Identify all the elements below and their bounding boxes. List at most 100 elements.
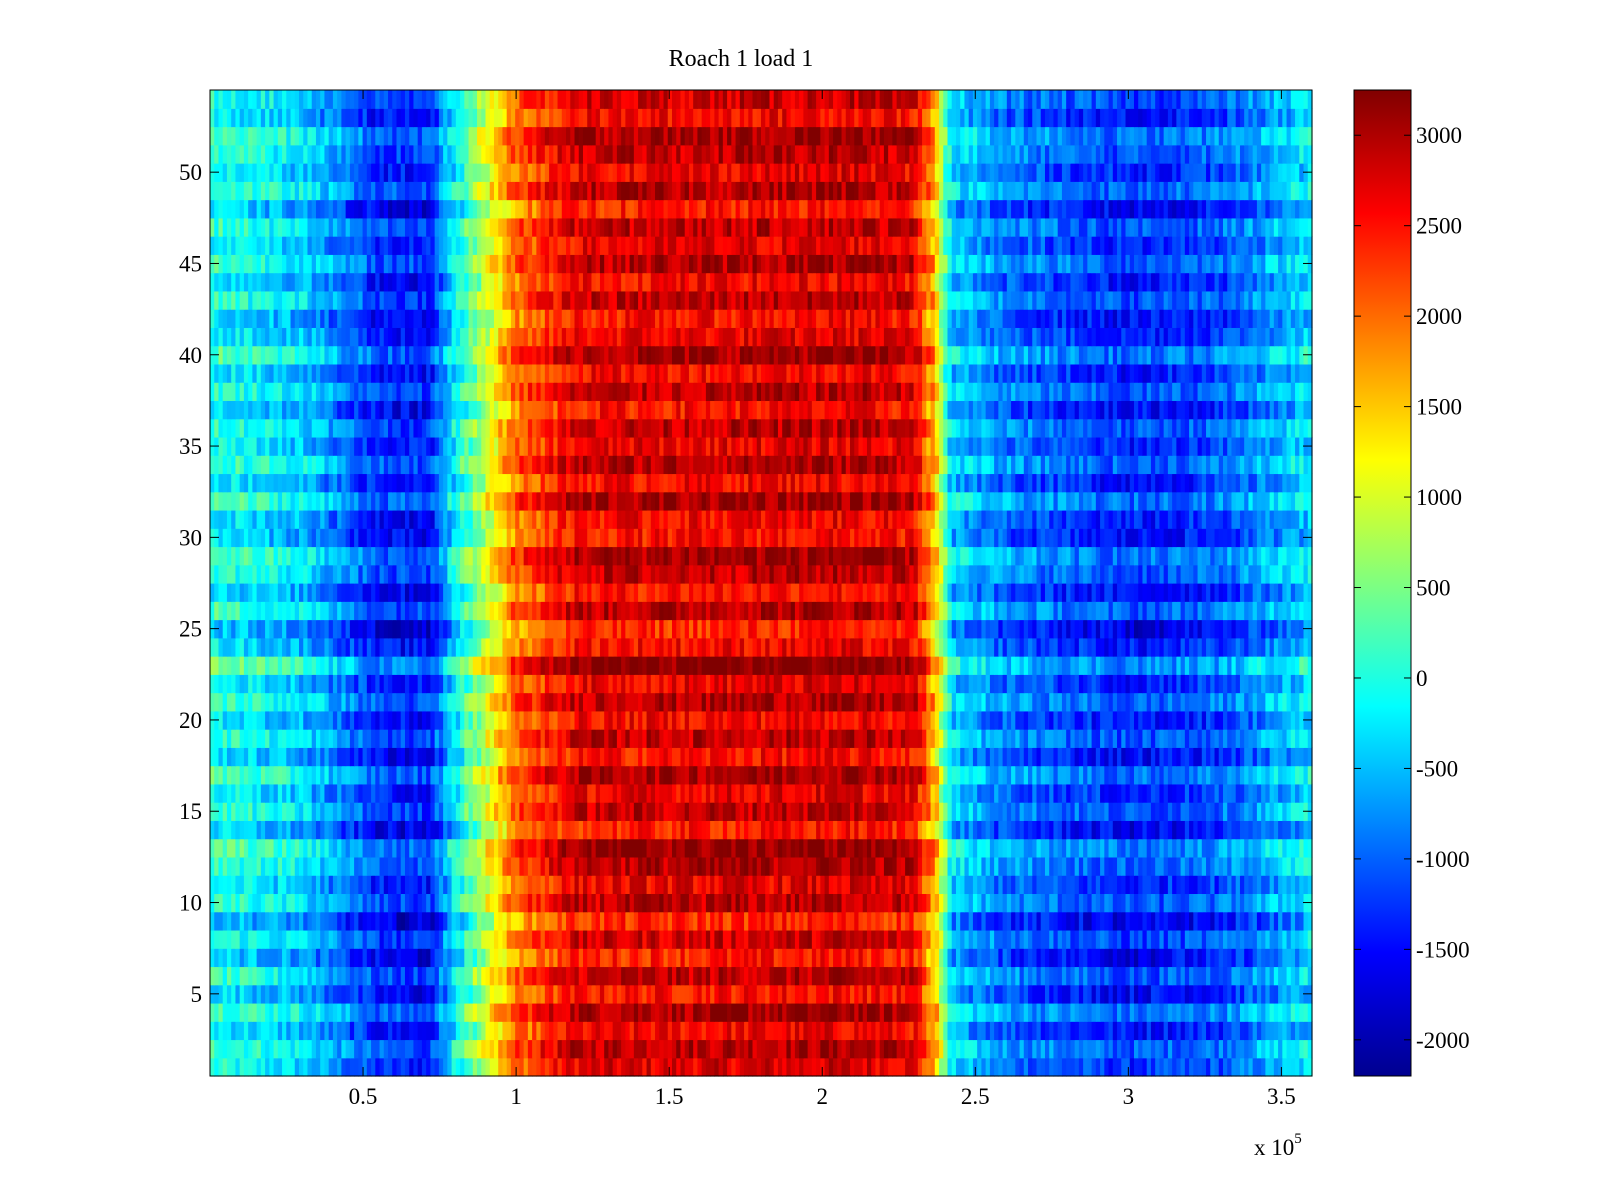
heatmap-cell: [502, 747, 508, 767]
heatmap-cell: [943, 875, 949, 895]
heatmap-cell: [1083, 820, 1088, 840]
heatmap-cell: [676, 911, 682, 931]
heatmap-cell: [311, 911, 317, 931]
heatmap-cell: [833, 729, 838, 748]
heatmap-cell: [1108, 729, 1114, 748]
heatmap-cell: [345, 838, 351, 858]
heatmap-cell: [1133, 729, 1139, 748]
heatmap-cell: [1214, 856, 1220, 876]
heatmap-cell: [1057, 802, 1063, 821]
heatmap-cell: [638, 875, 643, 895]
heatmap-cell: [1057, 765, 1063, 785]
heatmap-cell: [1044, 893, 1050, 913]
heatmap-cell: [811, 765, 817, 785]
heatmap-cell: [366, 875, 372, 895]
heatmap-cell: [1210, 1057, 1216, 1077]
heatmap-cell: [265, 966, 270, 986]
heatmap-cell: [1180, 1057, 1186, 1077]
heatmap-cell: [214, 875, 220, 895]
heatmap-cell: [1252, 729, 1258, 748]
heatmap-cell: [985, 838, 991, 858]
heatmap-cell: [566, 747, 571, 767]
heatmap-cell: [311, 966, 317, 986]
heatmap-cell: [1290, 929, 1296, 949]
heatmap-cell: [570, 966, 576, 986]
heatmap-cell: [400, 856, 406, 876]
heatmap-cell: [1155, 1057, 1161, 1077]
heatmap-cell: [947, 984, 953, 1004]
heatmap-cell: [1172, 838, 1177, 858]
heatmap-cell: [1235, 838, 1241, 858]
heatmap-cell: [447, 820, 453, 840]
heatmap-cell: [1011, 729, 1016, 748]
heatmap-cell: [892, 875, 898, 895]
heatmap-cell: [320, 838, 326, 858]
heatmap-cell: [379, 1057, 385, 1077]
heatmap-cell: [235, 710, 241, 730]
heatmap-cell: [515, 948, 521, 968]
heatmap-cell: [375, 856, 381, 876]
heatmap-cell: [299, 984, 304, 1004]
heatmap-cell: [972, 929, 978, 949]
heatmap-cell: [866, 856, 872, 876]
heatmap-cell: [989, 747, 995, 767]
heatmap-cell: [722, 802, 728, 821]
heatmap-cell: [659, 911, 665, 931]
heatmap-cell: [1142, 729, 1148, 748]
heatmap-cell: [231, 1002, 237, 1022]
heatmap-cell: [1049, 875, 1055, 895]
heatmap-cell: [273, 729, 279, 748]
heatmap-cell: [655, 729, 660, 748]
heatmap-cell: [1265, 1057, 1271, 1077]
heatmap-cell: [905, 747, 910, 767]
heatmap-cell: [769, 729, 775, 748]
heatmap-cell: [680, 911, 686, 931]
heatmap-cell: [409, 875, 415, 895]
heatmap-cell: [591, 966, 597, 986]
heatmap-cell: [769, 1002, 775, 1022]
heatmap-cell: [307, 948, 313, 968]
heatmap-cell: [739, 729, 745, 748]
heatmap-cell: [968, 765, 974, 785]
heatmap-cell: [1091, 856, 1097, 876]
heatmap-cell: [493, 1057, 499, 1077]
heatmap-cell: [587, 838, 593, 858]
heatmap-cell: [697, 802, 703, 821]
heatmap-cell: [273, 911, 279, 931]
heatmap-cell: [1036, 747, 1042, 767]
heatmap-cell: [404, 783, 410, 803]
heatmap-cell: [1269, 929, 1275, 949]
heatmap-cell: [705, 783, 711, 803]
heatmap-cell: [1273, 1002, 1279, 1022]
heatmap-cell: [1278, 1002, 1283, 1022]
heatmap-cell: [536, 820, 542, 840]
heatmap-cell: [777, 929, 783, 949]
heatmap-cell: [477, 1057, 482, 1077]
heatmap-cell: [697, 1021, 703, 1041]
heatmap-cell: [260, 929, 266, 949]
heatmap-cell: [1078, 966, 1084, 986]
heatmap-cell: [413, 802, 419, 821]
heatmap-cell: [951, 893, 957, 913]
heatmap-cell: [434, 820, 440, 840]
heatmap-cell: [1070, 966, 1076, 986]
heatmap-cell: [739, 1057, 745, 1077]
heatmap-cell: [701, 765, 707, 785]
heatmap-cell: [383, 911, 389, 931]
heatmap-cell: [616, 783, 622, 803]
heatmap-cell: [659, 966, 665, 986]
heatmap-cell: [1239, 838, 1245, 858]
heatmap-cell: [226, 838, 232, 858]
heatmap-cell: [1104, 1021, 1110, 1041]
heatmap-cell: [875, 875, 881, 895]
heatmap-cell: [1023, 838, 1029, 858]
heatmap-cell: [1214, 893, 1220, 913]
heatmap-cell: [1040, 911, 1046, 931]
heatmap-cell: [1091, 765, 1097, 785]
heatmap-cell: [248, 783, 253, 803]
heatmap-cell: [960, 820, 966, 840]
heatmap-cell: [1193, 838, 1199, 858]
heatmap-cell: [1159, 948, 1165, 968]
heatmap-cell: [561, 929, 567, 949]
heatmap-cell: [977, 984, 982, 1004]
